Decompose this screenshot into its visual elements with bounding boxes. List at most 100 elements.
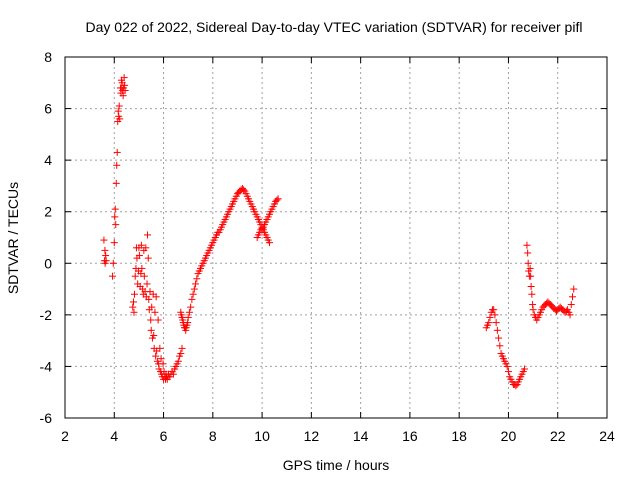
data-point xyxy=(240,186,248,194)
y-tick-label: 6 xyxy=(44,101,52,117)
data-point xyxy=(152,352,160,360)
data-point xyxy=(156,344,164,352)
data-point xyxy=(113,161,121,169)
data-point xyxy=(101,246,109,254)
data-point xyxy=(150,331,158,339)
x-tick-labels: 2 4 6 8 10 12 14 16 18 20 22 24 xyxy=(61,428,615,444)
data-point xyxy=(527,282,535,290)
x-tick-label: 2 xyxy=(61,428,69,444)
data-point xyxy=(121,87,129,95)
data-point xyxy=(112,179,120,187)
data-point xyxy=(524,249,532,257)
data-point xyxy=(486,313,494,321)
data-point xyxy=(524,259,532,267)
data-point xyxy=(504,368,512,376)
data-point xyxy=(129,298,137,306)
data-point xyxy=(495,334,503,342)
data-point xyxy=(111,213,119,221)
data-point xyxy=(120,74,128,82)
data-point xyxy=(130,308,138,316)
data-point xyxy=(154,316,162,324)
x-tick-label: 6 xyxy=(160,428,168,444)
data-point xyxy=(523,241,531,249)
data-point xyxy=(188,295,196,303)
data-point xyxy=(491,311,499,319)
y-tick-label: 8 xyxy=(44,49,52,65)
plot-frame xyxy=(64,56,608,419)
data-point xyxy=(193,275,201,283)
data-point xyxy=(258,224,266,232)
axis-ticks xyxy=(64,56,608,419)
data-point xyxy=(144,231,152,239)
data-point xyxy=(119,92,127,100)
data-point xyxy=(109,259,117,267)
x-axis-label: GPS time / hours xyxy=(283,457,390,473)
data-point xyxy=(187,303,195,311)
data-point xyxy=(137,241,145,249)
data-point xyxy=(528,290,536,298)
data-point xyxy=(192,280,200,288)
data-point xyxy=(496,342,504,350)
y-tick-label: 0 xyxy=(44,255,52,271)
data-point xyxy=(129,303,137,311)
data-points xyxy=(100,74,578,390)
data-point xyxy=(265,239,273,247)
data-point xyxy=(147,316,155,324)
data-point xyxy=(112,221,120,229)
data-point xyxy=(184,313,192,321)
chart-title: Day 022 of 2022, Sidereal Day-to-day VTE… xyxy=(86,19,583,35)
x-tick-label: 22 xyxy=(550,428,566,444)
data-point xyxy=(493,326,501,334)
y-axis-label: SDTVAR / TECUs xyxy=(5,182,21,294)
x-tick-label: 4 xyxy=(110,428,118,444)
data-point xyxy=(174,357,182,365)
x-tick-label: 24 xyxy=(599,428,615,444)
data-point xyxy=(151,308,159,316)
data-point xyxy=(145,295,153,303)
data-point xyxy=(138,264,146,272)
y-tick-label: -4 xyxy=(40,358,53,374)
data-point xyxy=(520,365,528,373)
data-point xyxy=(143,280,151,288)
grid-lines xyxy=(65,57,607,418)
x-tick-label: 18 xyxy=(451,428,467,444)
data-point xyxy=(135,252,143,260)
data-point xyxy=(274,195,282,203)
data-point xyxy=(113,148,121,156)
data-point xyxy=(527,272,535,280)
data-point xyxy=(116,115,124,123)
x-tick-label: 20 xyxy=(501,428,517,444)
data-point xyxy=(485,319,493,327)
data-point xyxy=(147,326,155,334)
data-point xyxy=(529,306,537,314)
x-tick-label: 8 xyxy=(209,428,217,444)
data-point xyxy=(102,257,110,265)
y-tick-label: 2 xyxy=(44,204,52,220)
x-tick-label: 16 xyxy=(402,428,418,444)
data-point xyxy=(178,344,186,352)
data-point xyxy=(148,303,156,311)
data-point xyxy=(190,285,198,293)
data-point xyxy=(566,311,574,319)
data-point xyxy=(109,272,117,280)
data-point xyxy=(567,301,575,309)
data-point xyxy=(159,360,167,368)
y-tick-label: -2 xyxy=(40,307,53,323)
x-tick-label: 14 xyxy=(353,428,369,444)
data-point xyxy=(569,293,577,301)
data-point xyxy=(273,196,281,204)
data-point xyxy=(169,370,177,378)
data-point xyxy=(144,254,152,262)
x-tick-label: 10 xyxy=(254,428,270,444)
data-point xyxy=(130,290,138,298)
x-tick-label: 12 xyxy=(304,428,320,444)
y-tick-labels: -6 -4 -2 0 2 4 6 8 xyxy=(40,49,53,426)
data-point xyxy=(100,236,108,244)
data-point xyxy=(131,272,139,280)
data-point xyxy=(152,293,160,301)
data-point xyxy=(115,102,123,110)
data-point xyxy=(570,285,578,293)
data-point xyxy=(177,350,185,358)
data-point xyxy=(503,362,511,370)
